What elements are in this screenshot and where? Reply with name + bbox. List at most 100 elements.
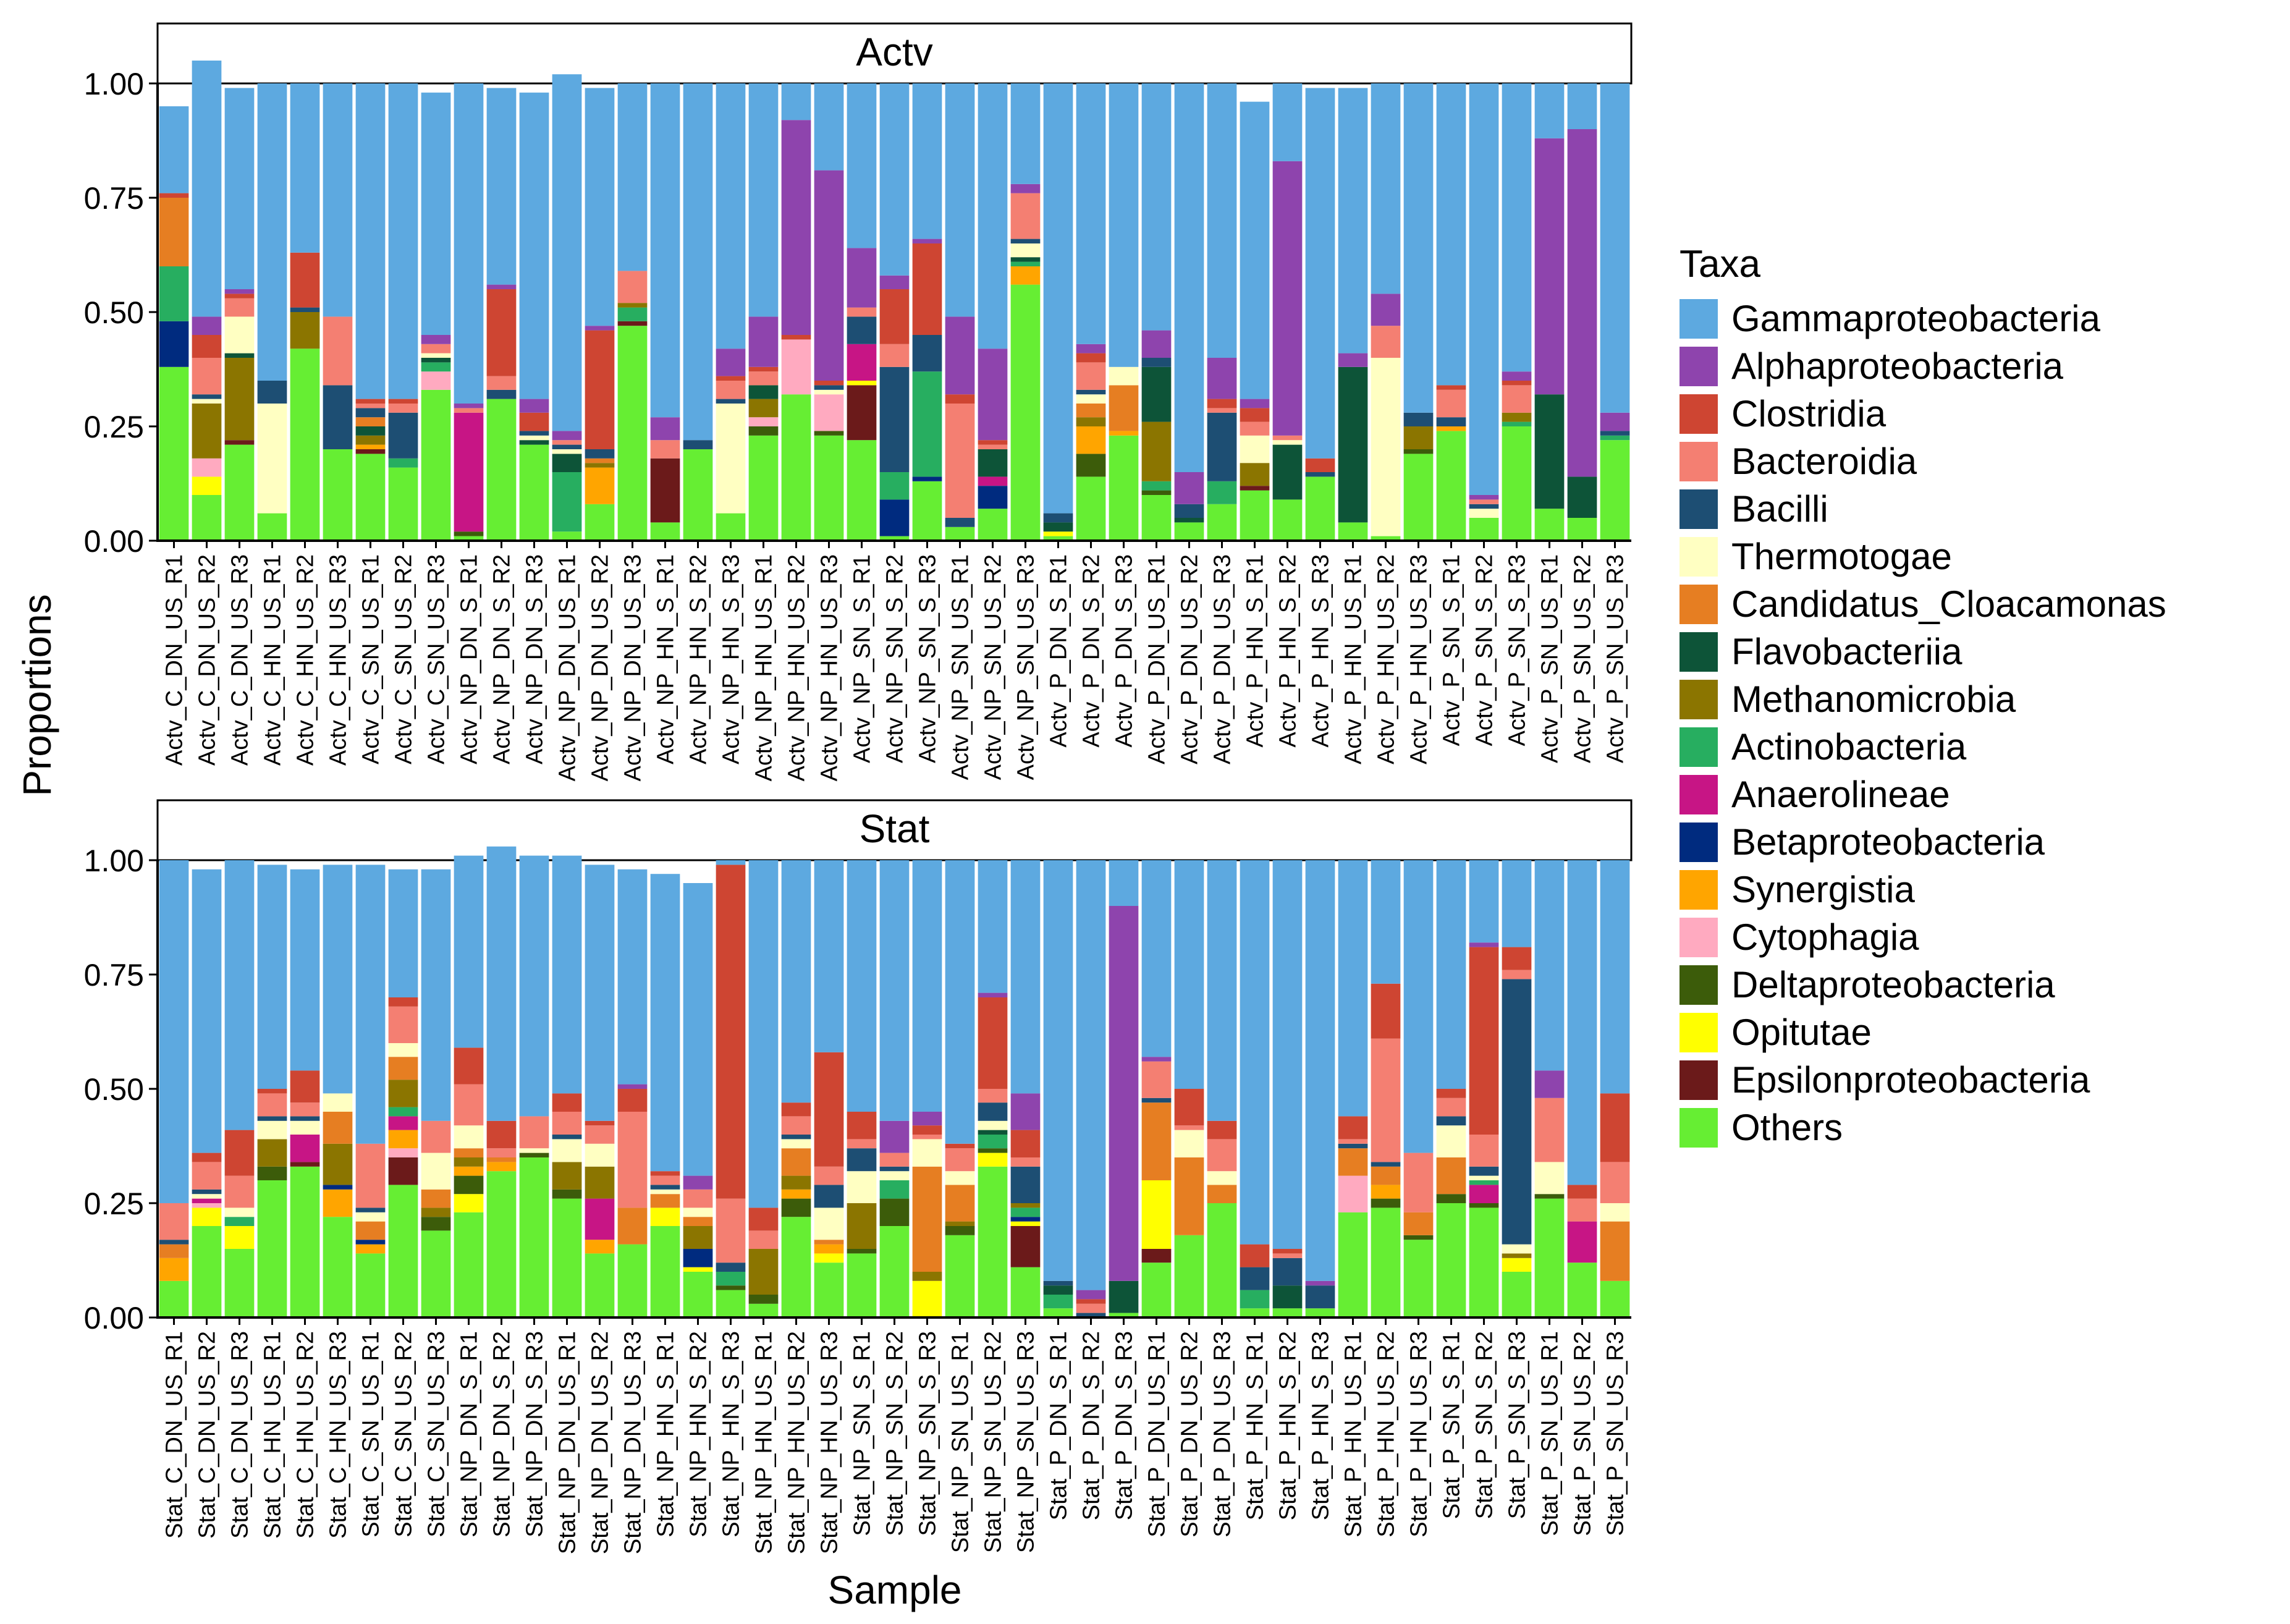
bar-segment-actinobacteria [879,1180,910,1199]
bar-segment-bacteroidia [421,344,451,353]
bar-segment-others [879,536,910,541]
bar-segment-gammaproteobacteria [159,106,189,193]
legend-item: Anaerolineae [1679,771,2166,818]
bar-segment-others [1207,504,1237,541]
legend-swatch [1679,727,1718,767]
bar-Stat_NP_HN_US_R2 [781,860,811,1317]
bar-segment-gammaproteobacteria [224,860,255,1130]
y-tick-label: 0.75 [84,958,144,992]
x-tick-label: Actv_NP_DN_US_R3 [620,554,646,781]
bar-segment-bacteroidia [879,1152,910,1167]
legend-label: Bacteroidia [1731,441,1917,482]
bar-segment-flavobacteriia [1567,476,1597,518]
bar-segment-bacteroidia [650,440,680,459]
bar-segment-bacteroidia [1567,1198,1597,1222]
legend-label: Deltaproteobacteria [1731,964,2055,1005]
bar-segment-others [1240,1308,1270,1317]
bar-Stat_P_DN_S_R3 [1109,860,1139,1317]
bar-segment-others [224,444,255,541]
bar-segment-alphaproteobacteria [683,1175,713,1190]
bar-segment-bacteroidia [1207,1139,1237,1172]
bar-segment-others [454,1212,484,1317]
bar-segment-alphaproteobacteria [1469,495,1499,500]
x-tick-label: Actv_P_HN_US_R2 [1374,554,1400,764]
bar-segment-flavobacteriia [355,426,386,436]
bar-segment-bacteroidia [519,1116,549,1149]
bar-segment-thermotogae [1076,394,1106,404]
bar-segment-others [1403,1240,1434,1317]
bar-segment-flavobacteriia [421,358,451,363]
legend-item: Synergistia [1679,866,2166,913]
bar-segment-thermotogae [978,1120,1008,1130]
bar-segment-others [617,326,648,541]
x-tick-label: Stat_C_DN_US_R2 [195,1331,221,1539]
bar-segment-candidatus_cloacamonas [323,1112,353,1144]
bar-Actv_NP_HN_US_R2 [781,83,811,541]
bar-segment-clostridia [781,1102,811,1117]
y-tick-label: 0.25 [84,410,144,444]
bar-segment-betaproteobacteria [323,1185,353,1190]
x-tick-label: Stat_NP_DN_S_R3 [522,1331,548,1537]
bar-segment-gammaproteobacteria [388,83,418,399]
bar-segment-alphaproteobacteria [781,120,811,335]
bar-Stat_P_DN_US_R1 [1141,860,1172,1317]
bar-Actv_NP_DN_US_R3 [617,83,648,541]
bar-segment-actinobacteria [552,472,582,532]
bar-segment-others [1371,536,1401,541]
bar-segment-flavobacteriia [1272,444,1303,500]
bar-segment-bacteroidia [617,1112,648,1208]
bar-segment-thermotogae [1240,435,1270,463]
bar-Stat_P_HN_US_R1 [1338,860,1368,1317]
bar-segment-others [552,1198,582,1317]
bar-segment-alphaproteobacteria [421,335,451,344]
bar-segment-bacteroidia [1076,1303,1106,1313]
bar-segment-others [257,513,287,541]
bar-Stat_NP_DN_S_R3 [519,855,549,1317]
bar-segment-bacilli [1043,1280,1073,1286]
bar-segment-clostridia [1436,385,1466,390]
bar-segment-bacilli [323,385,353,449]
bar-segment-alphaproteobacteria [748,316,779,367]
bar-Actv_NP_HN_S_R3 [716,83,746,541]
x-tick-label: Actv_P_DN_S_R2 [1079,554,1105,748]
bar-segment-methanomicrobia [192,404,222,459]
bar-segment-others [945,527,975,541]
bar-segment-bacilli [879,366,910,472]
legend-swatch [1679,965,1718,1005]
bar-segment-bacteroidia [224,298,255,317]
bar-segment-thermotogae [519,435,549,441]
bar-segment-bacteroidia [1010,1157,1041,1167]
x-tick-label: Stat_NP_SN_US_R3 [1013,1331,1039,1553]
x-tick-label: Stat_NP_SN_S_R2 [882,1331,908,1536]
bar-Actv_P_SN_US_R2 [1567,83,1597,541]
bar-segment-cytophagia [192,1203,222,1208]
bar-segment-candidatus_cloacamonas [1076,404,1106,418]
bar-segment-candidatus_cloacamonas [421,1189,451,1208]
bar-segment-thermotogae [257,1120,287,1140]
bar-segment-thermotogae [224,1207,255,1217]
bar-segment-opitutae [192,1207,222,1226]
bar-segment-others [552,531,582,541]
bar-Stat_P_SN_S_R1 [1436,860,1466,1317]
bar-segment-actinobacteria [978,1135,1008,1149]
x-tick-label: Stat_P_SN_US_R1 [1537,1331,1563,1536]
bar-segment-epsilonproteobacteria [650,458,680,523]
bar-segment-others [1141,495,1172,541]
bar-segment-gammaproteobacteria [1043,860,1073,1281]
bar-segment-thermotogae [585,1143,615,1167]
x-tick-label: Stat_NP_SN_S_R3 [915,1331,941,1536]
bar-segment-gammaproteobacteria [454,83,484,404]
bar-segment-others [1338,1212,1368,1317]
bar-segment-epsilonproteobacteria [1141,1249,1172,1263]
bar-segment-gammaproteobacteria [1436,860,1466,1089]
x-tick-label: Actv_C_DN_US_R3 [227,554,253,766]
legend-label: Opitutae [1731,1012,1872,1053]
bar-segment-actinobacteria [1240,1290,1270,1309]
bar-segment-gammaproteobacteria [192,869,222,1153]
bar-segment-gammaproteobacteria [1567,860,1597,1185]
bar-Actv_NP_DN_S_R3 [519,92,549,541]
bar-segment-gammaproteobacteria [1534,83,1565,138]
bar-segment-opitutae [1043,531,1073,536]
bar-segment-gammaproteobacteria [552,855,582,1094]
